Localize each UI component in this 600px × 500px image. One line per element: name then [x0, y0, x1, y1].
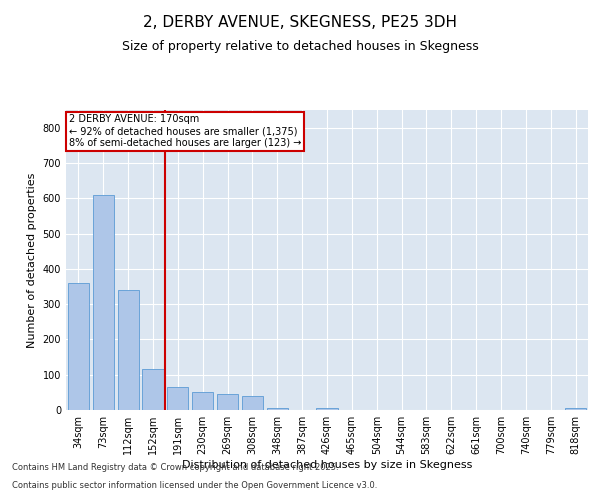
Text: 2 DERBY AVENUE: 170sqm
← 92% of detached houses are smaller (1,375)
8% of semi-d: 2 DERBY AVENUE: 170sqm ← 92% of detached…: [68, 114, 301, 148]
Text: Size of property relative to detached houses in Skegness: Size of property relative to detached ho…: [122, 40, 478, 53]
Bar: [316, 408, 338, 410]
Bar: [192, 392, 213, 410]
Text: Contains HM Land Registry data © Crown copyright and database right 2025.: Contains HM Land Registry data © Crown c…: [12, 464, 338, 472]
Bar: [242, 396, 263, 410]
Bar: [217, 394, 238, 410]
Bar: [267, 408, 288, 410]
Bar: [93, 194, 114, 410]
Bar: [167, 387, 188, 410]
Bar: [118, 290, 139, 410]
Bar: [142, 370, 164, 410]
Bar: [68, 283, 89, 410]
Y-axis label: Number of detached properties: Number of detached properties: [27, 172, 37, 348]
Text: Contains public sector information licensed under the Open Government Licence v3: Contains public sector information licen…: [12, 481, 377, 490]
Bar: [565, 408, 586, 410]
X-axis label: Distribution of detached houses by size in Skegness: Distribution of detached houses by size …: [182, 460, 472, 470]
Text: 2, DERBY AVENUE, SKEGNESS, PE25 3DH: 2, DERBY AVENUE, SKEGNESS, PE25 3DH: [143, 15, 457, 30]
